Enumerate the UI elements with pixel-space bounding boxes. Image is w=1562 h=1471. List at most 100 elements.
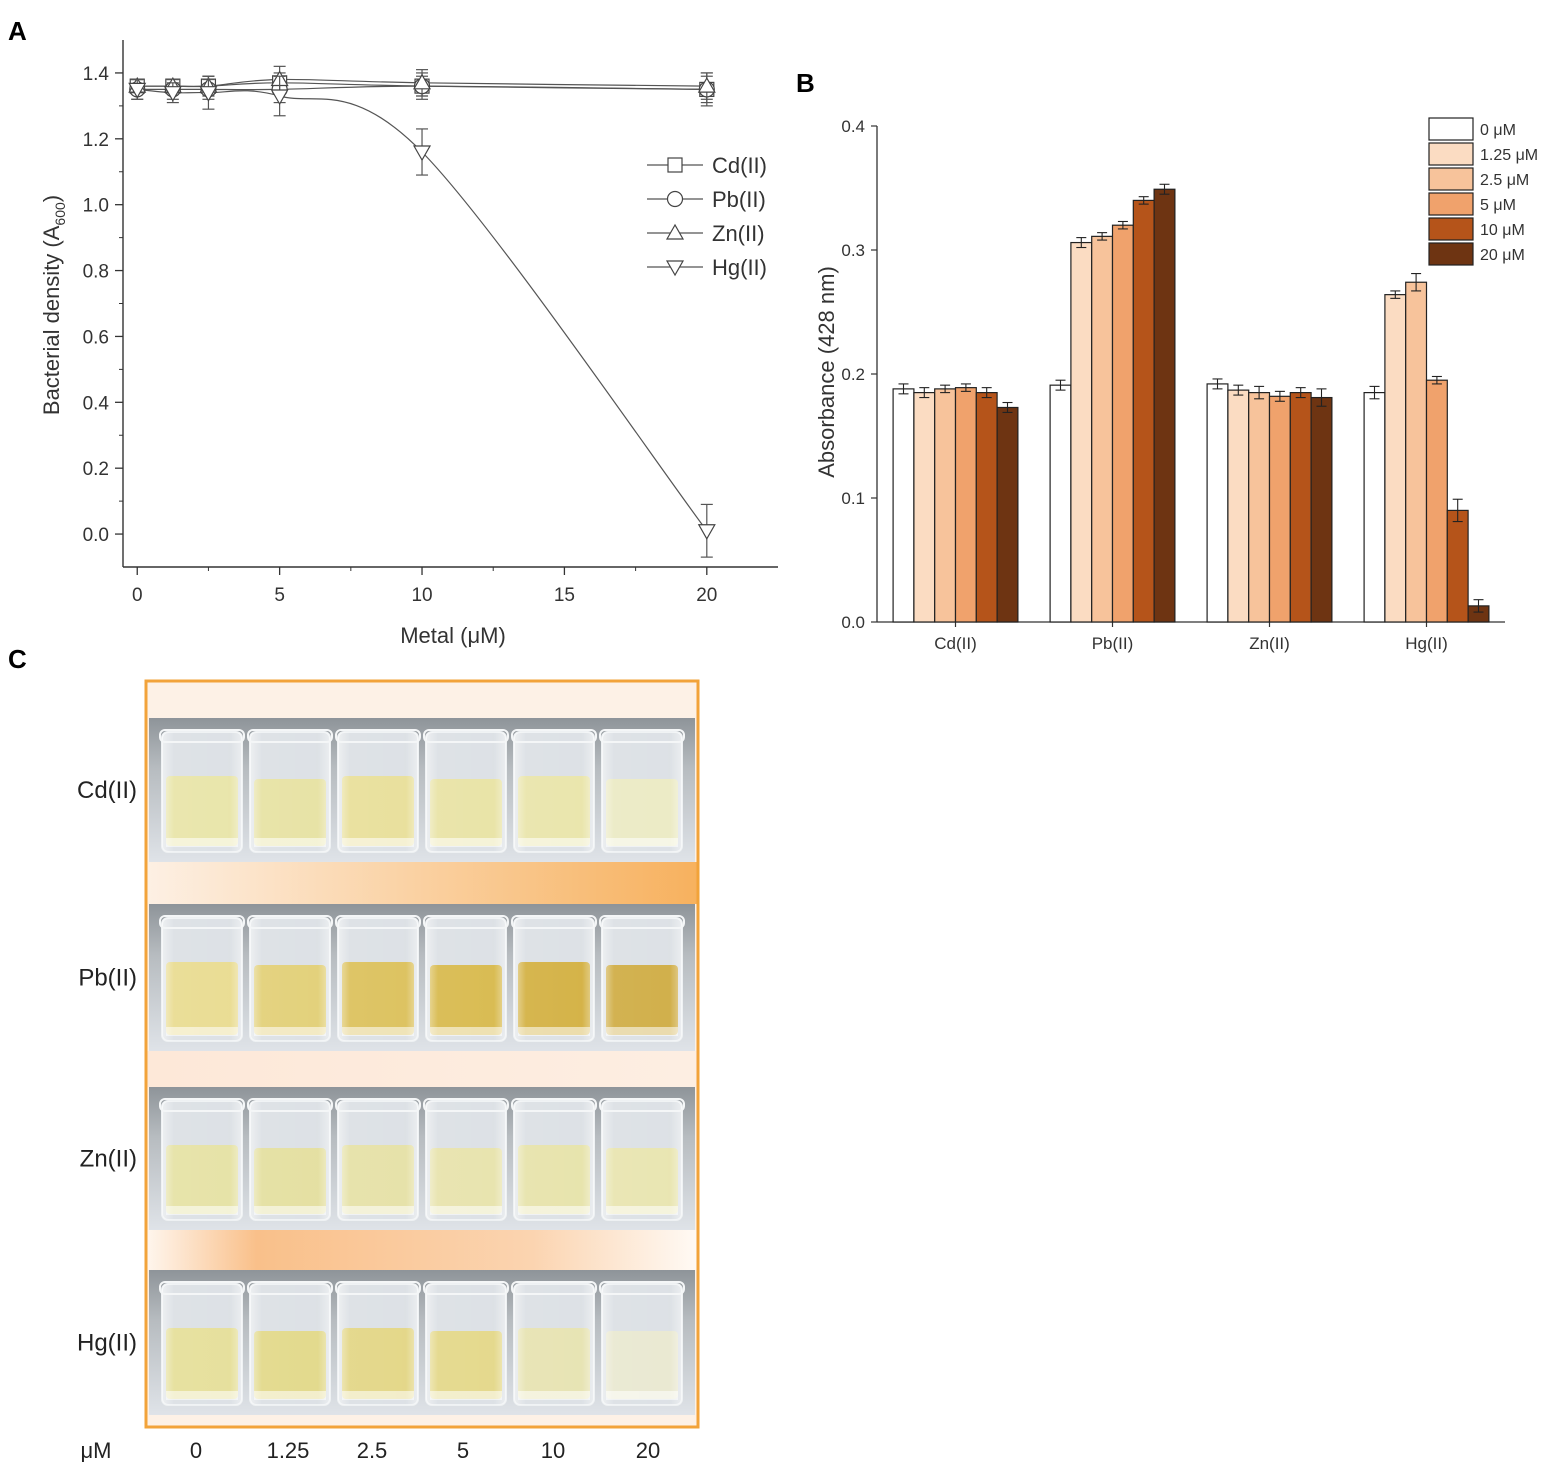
chart-b-ytick-label: 0.1 — [841, 489, 865, 508]
photo-concentration-label: 20 — [636, 1438, 660, 1463]
vial-highlight — [602, 1101, 682, 1220]
chart-b-bar — [1310, 396, 1333, 623]
panel-label-b: B — [796, 68, 815, 98]
photo-row-cdii — [149, 718, 695, 862]
vial — [247, 915, 333, 1042]
vial-highlight — [250, 1101, 330, 1220]
chart-b-legend-label: 2.5 μM — [1480, 172, 1529, 189]
chart-b-xtick-label: Zn(II) — [1249, 634, 1290, 653]
chart-b-legend-label: 20 μM — [1480, 247, 1525, 264]
chart-a-legend-marker-hgii — [665, 260, 685, 277]
vial-rim — [423, 1281, 509, 1295]
vial-rim — [423, 915, 509, 929]
chart-b-bar — [1425, 379, 1448, 623]
photo-panel: Cd(II) Pb(II) Zn(II) Hg(II) μM 0 1.25 2.5 5 10 20 — [77, 679, 700, 1463]
chart-b-bar — [1049, 384, 1072, 623]
panel-label-a: A — [8, 16, 27, 46]
chart-b-bar — [1405, 281, 1428, 623]
chart-b-bar — [975, 392, 998, 623]
photo-concentration-label: 0 — [190, 1438, 202, 1463]
chart-a-legend-marker-cdii — [667, 157, 683, 173]
chart-b-ytick-label: 0.0 — [841, 613, 865, 632]
vial-rim — [159, 915, 245, 929]
chart-b-bar — [1268, 395, 1291, 623]
chart-a-point-hgii — [412, 145, 432, 162]
photo-band-2 — [146, 1051, 698, 1087]
chart-a-ytick-label: 0.6 — [83, 327, 109, 348]
vial-rim — [423, 1098, 509, 1112]
chart-a-ytick-label: 0.4 — [83, 393, 110, 414]
chart-b-legend-swatch — [1428, 167, 1474, 191]
vial-highlight — [162, 732, 242, 852]
vial — [247, 1281, 333, 1406]
vial — [599, 915, 685, 1042]
chart-a-xtick-label: 15 — [554, 585, 575, 606]
vial-highlight — [602, 732, 682, 852]
photo-band-1 — [146, 862, 698, 904]
vial-rim — [599, 729, 685, 743]
chart-a-xtick-label: 0 — [132, 585, 143, 606]
chart-a-point-znii — [412, 73, 432, 90]
chart-b-bar — [1070, 241, 1093, 623]
vial-rim — [599, 1281, 685, 1295]
chart-a-legend-label-hgii: Hg(II) — [712, 255, 767, 280]
chart-a-ytick-label: 1.4 — [83, 64, 110, 85]
vial-rim — [247, 1098, 333, 1112]
vial-rim — [247, 729, 333, 743]
chart-b-legend-swatch — [1428, 142, 1474, 166]
photo-concentration-label: 10 — [541, 1438, 565, 1463]
photo-concentration-label: 2.5 — [357, 1438, 388, 1463]
vial-highlight — [514, 1284, 594, 1405]
chart-a-legend-label-znii: Zn(II) — [712, 221, 765, 246]
chart-a-ylabel-main: Bacterial density (A — [39, 225, 64, 415]
photo-row-label: Zn(II) — [80, 1146, 137, 1173]
chart-b-bar — [1227, 389, 1250, 623]
vial-highlight — [162, 1284, 242, 1405]
vial-highlight — [338, 918, 418, 1041]
chart-a-ylabel-sub: 600 — [52, 202, 68, 226]
vial-highlight — [426, 1284, 506, 1405]
photo-unit-label: μM — [80, 1438, 111, 1463]
vial-rim — [335, 1281, 421, 1295]
vial-highlight — [602, 918, 682, 1041]
vial — [335, 729, 421, 853]
chart-b-ytick-label: 0.4 — [841, 117, 865, 136]
chart-a-legend-marker-znii — [665, 223, 685, 240]
vial — [423, 1098, 509, 1221]
vial-highlight — [514, 732, 594, 852]
chart-b-ytick-label: 0.3 — [841, 241, 865, 260]
photo-band-3 — [146, 1230, 698, 1270]
chart-b-bars — [892, 183, 1490, 623]
vial-highlight — [602, 1284, 682, 1405]
chart-a-legend-label-cdii: Cd(II) — [712, 153, 767, 178]
vial — [599, 729, 685, 853]
chart-a-ytick-label: 0.8 — [83, 262, 109, 283]
chart-b-bar — [892, 388, 915, 623]
vial-highlight — [426, 918, 506, 1041]
vial — [423, 915, 509, 1042]
vial-highlight — [338, 1284, 418, 1405]
chart-b-bar — [1206, 383, 1229, 623]
photo-row-znii — [149, 1087, 695, 1230]
vial-highlight — [514, 918, 594, 1041]
panel-label-c: C — [8, 644, 27, 674]
vial — [335, 1098, 421, 1221]
vial — [247, 729, 333, 853]
chart-a-ytick-label: 1.0 — [83, 196, 109, 217]
chart-a-legend-label-pbii: Pb(II) — [712, 187, 766, 212]
chart-a-point-hgii — [163, 86, 182, 102]
chart-a-point-hgii — [199, 86, 218, 102]
chart-b-bar — [934, 388, 957, 623]
chart-b-legend-label: 10 μM — [1480, 222, 1525, 239]
chart-b-bar — [1248, 392, 1271, 623]
chart-a-point-hgii — [697, 524, 716, 540]
vial-rim — [159, 1281, 245, 1295]
vial — [423, 1281, 509, 1406]
vial-rim — [511, 729, 597, 743]
vial-rim — [247, 1281, 333, 1295]
chart-b-ylabel: Absorbance (428 nm) — [814, 266, 839, 478]
chart-b-ytick-label: 0.2 — [841, 365, 865, 384]
chart-b-bar — [1153, 188, 1176, 623]
chart-a-xtick-label: 20 — [696, 585, 717, 606]
vial — [159, 1281, 245, 1406]
